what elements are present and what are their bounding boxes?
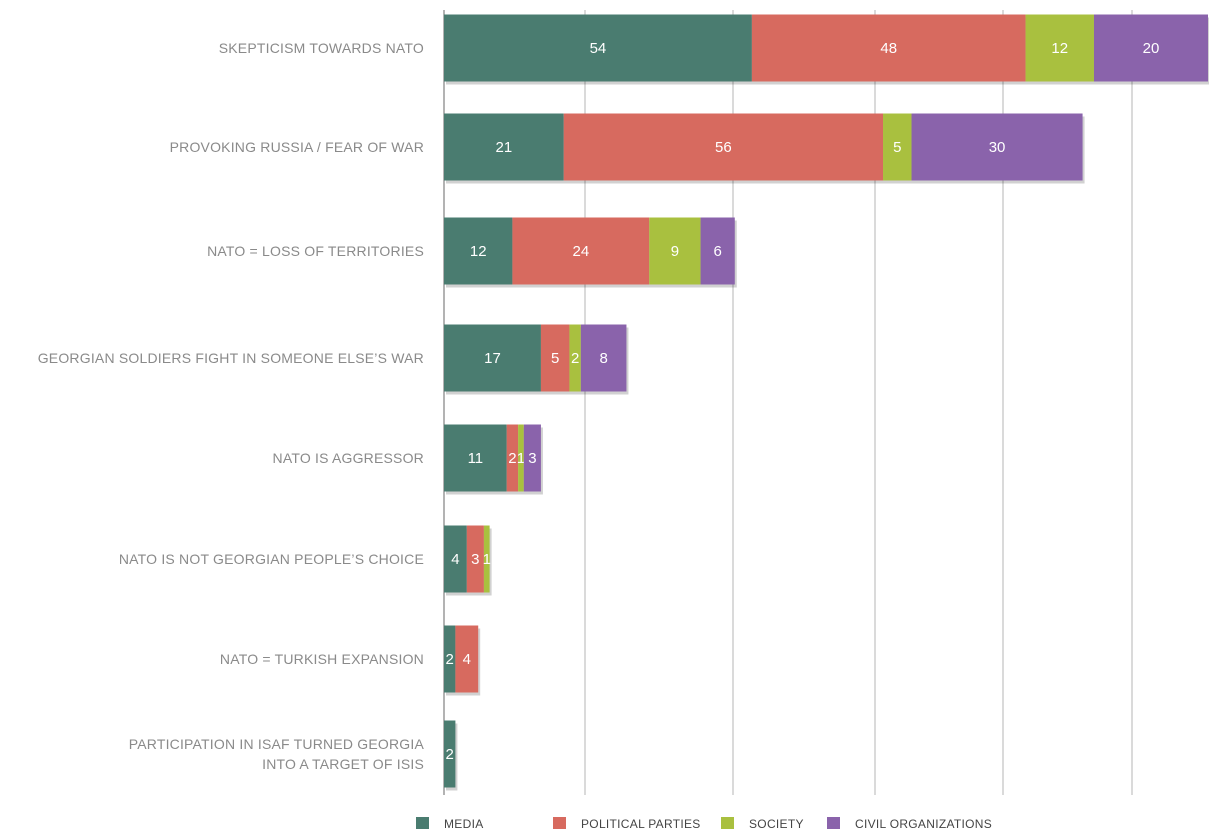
data-label: 4 xyxy=(451,551,459,568)
bar-segment xyxy=(444,217,513,285)
legend-label: MEDIA xyxy=(444,817,484,831)
bar-segment xyxy=(455,625,479,693)
data-label: 11 xyxy=(468,450,484,467)
data-label: 12 xyxy=(470,243,487,260)
bar-segment xyxy=(444,424,507,492)
data-label: 5 xyxy=(551,350,559,367)
category-label: NATO IS AGGRESSOR xyxy=(273,450,424,466)
category-label: PROVOKING RUSSIA / FEAR OF WAR xyxy=(170,139,424,155)
data-label: 6 xyxy=(713,243,721,260)
bar-segment xyxy=(512,217,650,285)
category-label: INTO A TARGET OF ISIS xyxy=(262,756,424,772)
bar-segment xyxy=(1093,14,1208,82)
data-label: 56 xyxy=(715,139,732,156)
bar-segment xyxy=(523,424,541,492)
data-label: 2 xyxy=(508,450,516,467)
data-label: 54 xyxy=(590,40,607,57)
bar-segment xyxy=(518,424,524,492)
category-label: NATO = TURKISH EXPANSION xyxy=(220,651,424,667)
data-label: 3 xyxy=(528,450,536,467)
bar-segment xyxy=(883,113,912,181)
bar-segment xyxy=(580,324,627,392)
data-label: 1 xyxy=(517,450,525,467)
data-label: 4 xyxy=(463,651,471,668)
data-label: 48 xyxy=(880,40,897,57)
data-label: 2 xyxy=(446,746,454,763)
bar-segment xyxy=(444,113,564,181)
bar-segment xyxy=(506,424,519,492)
bar-segment xyxy=(444,525,467,593)
bar-segment xyxy=(444,324,541,392)
data-label: 17 xyxy=(484,350,501,367)
bar-segment xyxy=(1025,14,1094,82)
category-label: GEORGIAN SOLDIERS FIGHT IN SOMEONE ELSE’… xyxy=(38,350,424,366)
category-labels: SKEPTICISM TOWARDS NATO PROVOKING RUSSIA … xyxy=(38,40,425,772)
bar-segment xyxy=(751,14,1026,82)
bar-segment xyxy=(700,217,735,285)
category-label: SKEPTICISM TOWARDS NATO xyxy=(219,40,424,56)
category-label: PARTICIPATION IN ISAF TURNED GEORGIA xyxy=(129,736,425,752)
data-label: 8 xyxy=(599,350,607,367)
bar-segment xyxy=(649,217,701,285)
legend-swatch xyxy=(416,817,429,829)
bar-segment xyxy=(444,720,456,788)
data-label: 9 xyxy=(671,243,679,260)
data-label: 30 xyxy=(989,139,1006,156)
category-label: NATO IS NOT GEORGIAN PEOPLE’S CHOICE xyxy=(119,551,424,567)
bar-segment xyxy=(466,525,484,593)
bar-segment xyxy=(444,14,752,82)
data-label: 20 xyxy=(1143,40,1160,57)
bar-segment xyxy=(569,324,581,392)
bar-segment xyxy=(483,525,490,593)
data-label: 12 xyxy=(1051,40,1068,57)
data-label: 5 xyxy=(893,139,901,156)
legend-label: POLITICAL PARTIES xyxy=(581,817,701,831)
data-label: 24 xyxy=(572,243,589,260)
data-label: 2 xyxy=(446,651,454,668)
legend-swatch xyxy=(721,817,734,829)
legend: MEDIA POLITICAL PARTIES SOCIETY CIVIL ORGAN… xyxy=(416,817,992,831)
legend-label: CIVIL ORGANIZATIONS xyxy=(855,817,992,831)
legend-swatch xyxy=(553,817,566,829)
data-label: 2 xyxy=(571,350,579,367)
bar-segment xyxy=(540,324,570,392)
data-label: 1 xyxy=(483,551,491,568)
data-label: 21 xyxy=(496,139,513,156)
bar-segment xyxy=(444,625,456,693)
bar-segment xyxy=(563,113,884,181)
data-label: 3 xyxy=(471,551,479,568)
category-label: NATO = LOSS OF TERRITORIES xyxy=(207,243,424,259)
legend-label: SOCIETY xyxy=(749,817,804,831)
legend-swatch xyxy=(827,817,840,829)
bar-segment xyxy=(911,113,1083,181)
